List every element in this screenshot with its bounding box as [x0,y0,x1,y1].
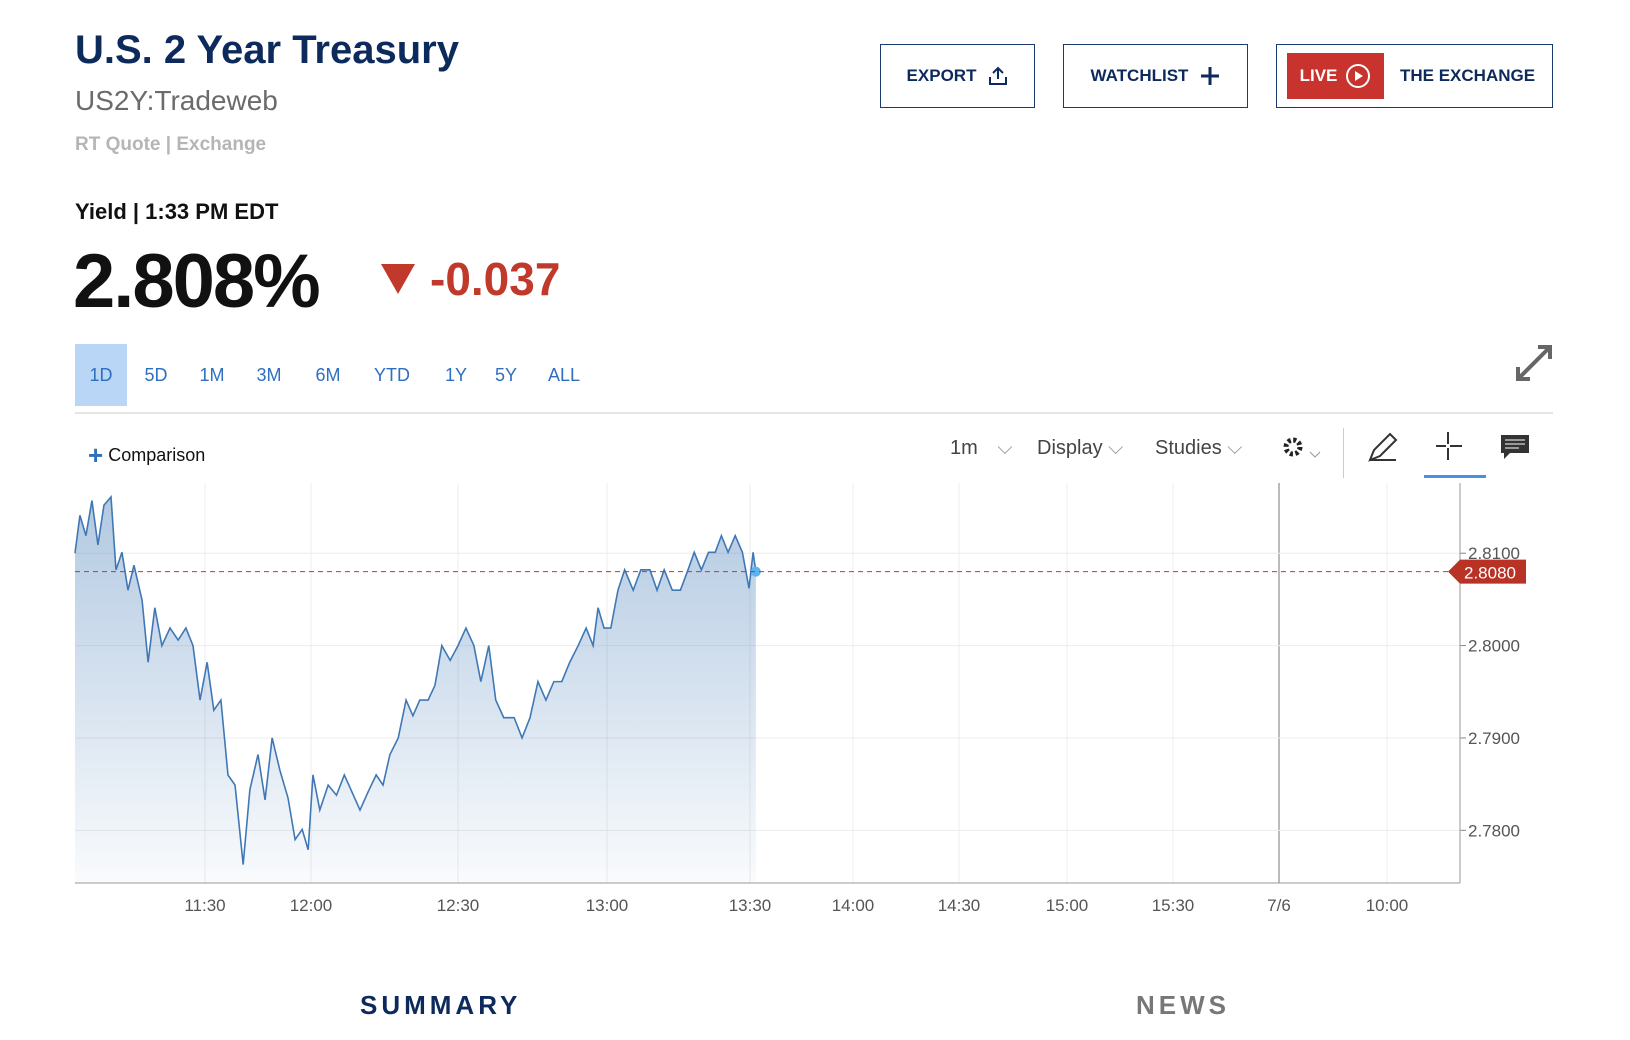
studies-label: Studies [1155,437,1222,459]
x-tick-label: 12:30 [437,896,480,915]
display-label: Display [1037,437,1103,459]
range-tab[interactable]: 1M [199,364,225,385]
studies-menu[interactable]: Studies ⌵ [1155,437,1243,459]
crosshair-icon[interactable] [1424,430,1486,478]
y-tick-label: 2.8000 [1468,637,1520,656]
export-icon [989,66,1008,85]
comparison-label: Comparison [108,445,206,465]
range-tab[interactable]: 3M [256,364,282,385]
range-tab[interactable]: ALL [547,364,581,385]
range-tab[interactable]: 1Y [444,364,468,385]
x-tick-label: 13:00 [586,896,629,915]
watchlist-label: WATCHLIST [1090,66,1189,85]
comment-icon[interactable] [1500,434,1530,460]
watchlist-button[interactable]: WATCHLIST [1063,44,1248,108]
range-tab[interactable]: 1D [75,344,127,406]
x-tick-label: 11:30 [184,896,225,915]
x-tick-label: 15:30 [1152,896,1195,915]
divider [75,412,1553,414]
series-line [74,494,757,865]
interval-menu[interactable]: 1m ⌵ [950,437,1013,459]
plus: + [88,440,104,470]
x-tick-label: 14:00 [832,896,875,915]
source: RT Quote | Exchange [75,134,267,155]
expand-icon[interactable] [1514,343,1554,383]
range-tab[interactable]: 5D [144,364,168,385]
area-fill [74,496,756,883]
quote-label: Yield | 1:33 PM EDT [75,199,279,224]
export-button[interactable]: EXPORT [880,44,1035,108]
last-price: 2.808% [73,239,321,324]
x-tick-label: 12:00 [290,896,333,915]
symbol: US2Y:Tradeweb [75,85,278,116]
display-menu[interactable]: Display ⌵ [1037,437,1124,459]
summary-tab[interactable]: SUMMARY [360,990,522,1020]
down-arrow [381,264,415,294]
x-tick-label: 7/6 [1267,896,1291,915]
range-tab[interactable]: 5Y [494,364,518,385]
y-tick-label: 2.8100 [1468,544,1520,563]
x-tick-label: 13:30 [729,896,772,915]
interval-label: 1m [950,437,978,459]
live-badge: LIVE [1287,53,1384,99]
plus-icon [1201,67,1220,85]
x-tick-label: 15:00 [1046,896,1089,915]
y-tick-label: 2.7900 [1468,729,1520,748]
range-tab[interactable]: 6M [315,364,341,385]
play-icon [1346,64,1371,88]
x-tick-label: 10:00 [1366,896,1409,915]
comparison-button[interactable]: + Comparison [88,440,205,471]
news-tab[interactable]: NEWS [1136,990,1230,1020]
live-button[interactable]: LIVE THE EXCHANGE [1276,44,1553,108]
exchange-label: THE EXCHANGE [1400,66,1536,85]
toolbar-separator [1343,428,1344,478]
last-point [750,566,761,577]
live-label: LIVE [1299,66,1338,85]
current-price-label: 2.8080 [1464,564,1516,583]
export-label: EXPORT [906,66,977,85]
settings-icon[interactable] [1280,434,1326,464]
y-tick-label: 2.7800 [1468,821,1520,840]
draw-icon[interactable] [1366,430,1400,464]
change: -0.037 [430,253,561,305]
title: U.S. 2 Year Treasury [75,28,459,72]
current-price-tag [1448,559,1526,584]
range-tab[interactable]: YTD [374,364,410,385]
x-tick-label: 14:30 [938,896,981,915]
